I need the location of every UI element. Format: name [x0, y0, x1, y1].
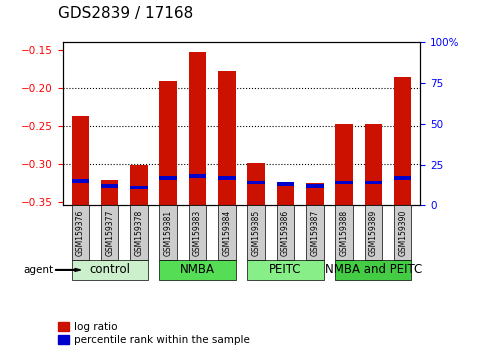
Text: agent: agent	[23, 265, 53, 275]
Bar	[218, 176, 236, 179]
Bar	[130, 185, 148, 189]
Text: control: control	[89, 263, 130, 276]
Bar	[394, 176, 412, 179]
Text: GSM159385: GSM159385	[252, 210, 261, 256]
Bar	[189, 52, 206, 205]
Bar	[365, 124, 382, 205]
Text: GSM159381: GSM159381	[164, 210, 173, 256]
Bar	[247, 181, 265, 184]
Bar	[189, 174, 206, 178]
Bar	[130, 165, 148, 205]
Bar	[71, 179, 89, 183]
Text: GSM159384: GSM159384	[222, 210, 231, 256]
Text: PEITC: PEITC	[269, 263, 302, 276]
Bar	[277, 184, 294, 205]
Text: GSM159378: GSM159378	[134, 210, 143, 256]
Bar	[394, 77, 412, 205]
Bar	[218, 71, 236, 205]
Bar	[306, 184, 324, 188]
Text: GDS2839 / 17168: GDS2839 / 17168	[58, 6, 193, 21]
Bar	[335, 124, 353, 205]
Text: NMBA and PEITC: NMBA and PEITC	[325, 263, 422, 276]
Bar	[365, 181, 382, 184]
Text: GSM159389: GSM159389	[369, 210, 378, 256]
Text: GSM159390: GSM159390	[398, 210, 407, 256]
Bar	[277, 182, 294, 186]
Text: GSM159388: GSM159388	[340, 210, 349, 256]
Bar	[101, 180, 118, 205]
Bar	[71, 116, 89, 205]
Text: GSM159376: GSM159376	[76, 210, 85, 256]
Bar	[335, 181, 353, 184]
Legend: log ratio, percentile rank within the sample: log ratio, percentile rank within the sa…	[58, 322, 250, 345]
Text: GSM159387: GSM159387	[310, 210, 319, 256]
Text: GSM159386: GSM159386	[281, 210, 290, 256]
Text: NMBA: NMBA	[180, 263, 215, 276]
Bar	[159, 81, 177, 205]
Text: GSM159377: GSM159377	[105, 210, 114, 256]
Text: GSM159383: GSM159383	[193, 210, 202, 256]
Bar	[159, 176, 177, 179]
Bar	[247, 163, 265, 205]
Bar	[306, 183, 324, 205]
Bar	[101, 184, 118, 188]
